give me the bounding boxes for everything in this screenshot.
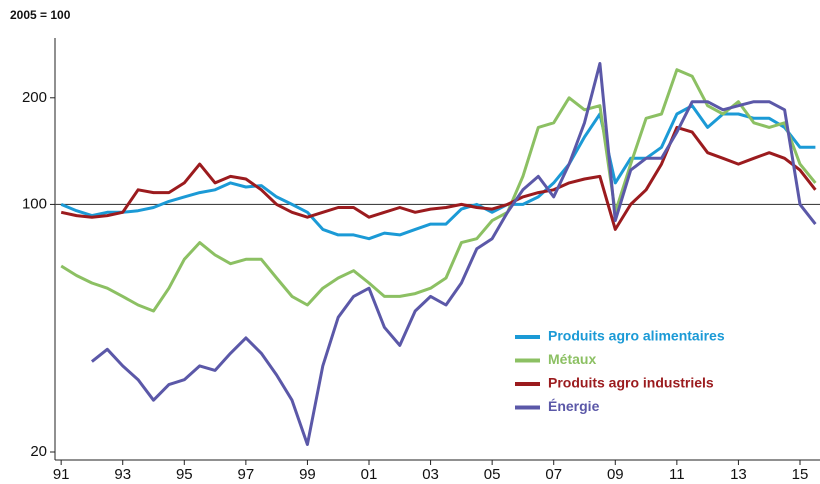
legend-label: Énergie: [548, 398, 600, 414]
x-tick-label: 07: [545, 466, 562, 483]
x-tick-label: 15: [792, 466, 809, 483]
x-tick-label: 95: [176, 466, 193, 483]
chart-subtitle: 2005 = 100: [10, 8, 71, 22]
legend-label: Produits agro industriels: [548, 375, 714, 391]
x-tick-label: 11: [669, 466, 685, 483]
series-line: [60, 104, 816, 241]
series-line: [60, 125, 817, 231]
series-line: [60, 68, 817, 313]
legend-label: Métaux: [548, 351, 596, 367]
x-tick-label: 03: [422, 466, 439, 483]
x-tick-label: 93: [114, 466, 131, 483]
series-line: [90, 62, 817, 446]
x-tick-label: 01: [361, 466, 378, 483]
x-tick-label: 13: [730, 466, 747, 483]
y-tick-label: 20: [30, 443, 47, 460]
x-tick-label: 99: [299, 466, 316, 483]
x-tick-label: 91: [53, 466, 70, 483]
y-tick-label: 200: [22, 89, 47, 106]
y-tick-label: 100: [22, 195, 47, 212]
x-tick-label: 97: [238, 466, 255, 483]
x-tick-label: 09: [607, 466, 624, 483]
legend-label: Produits agro alimentaires: [548, 328, 725, 344]
x-tick-label: 05: [484, 466, 501, 483]
